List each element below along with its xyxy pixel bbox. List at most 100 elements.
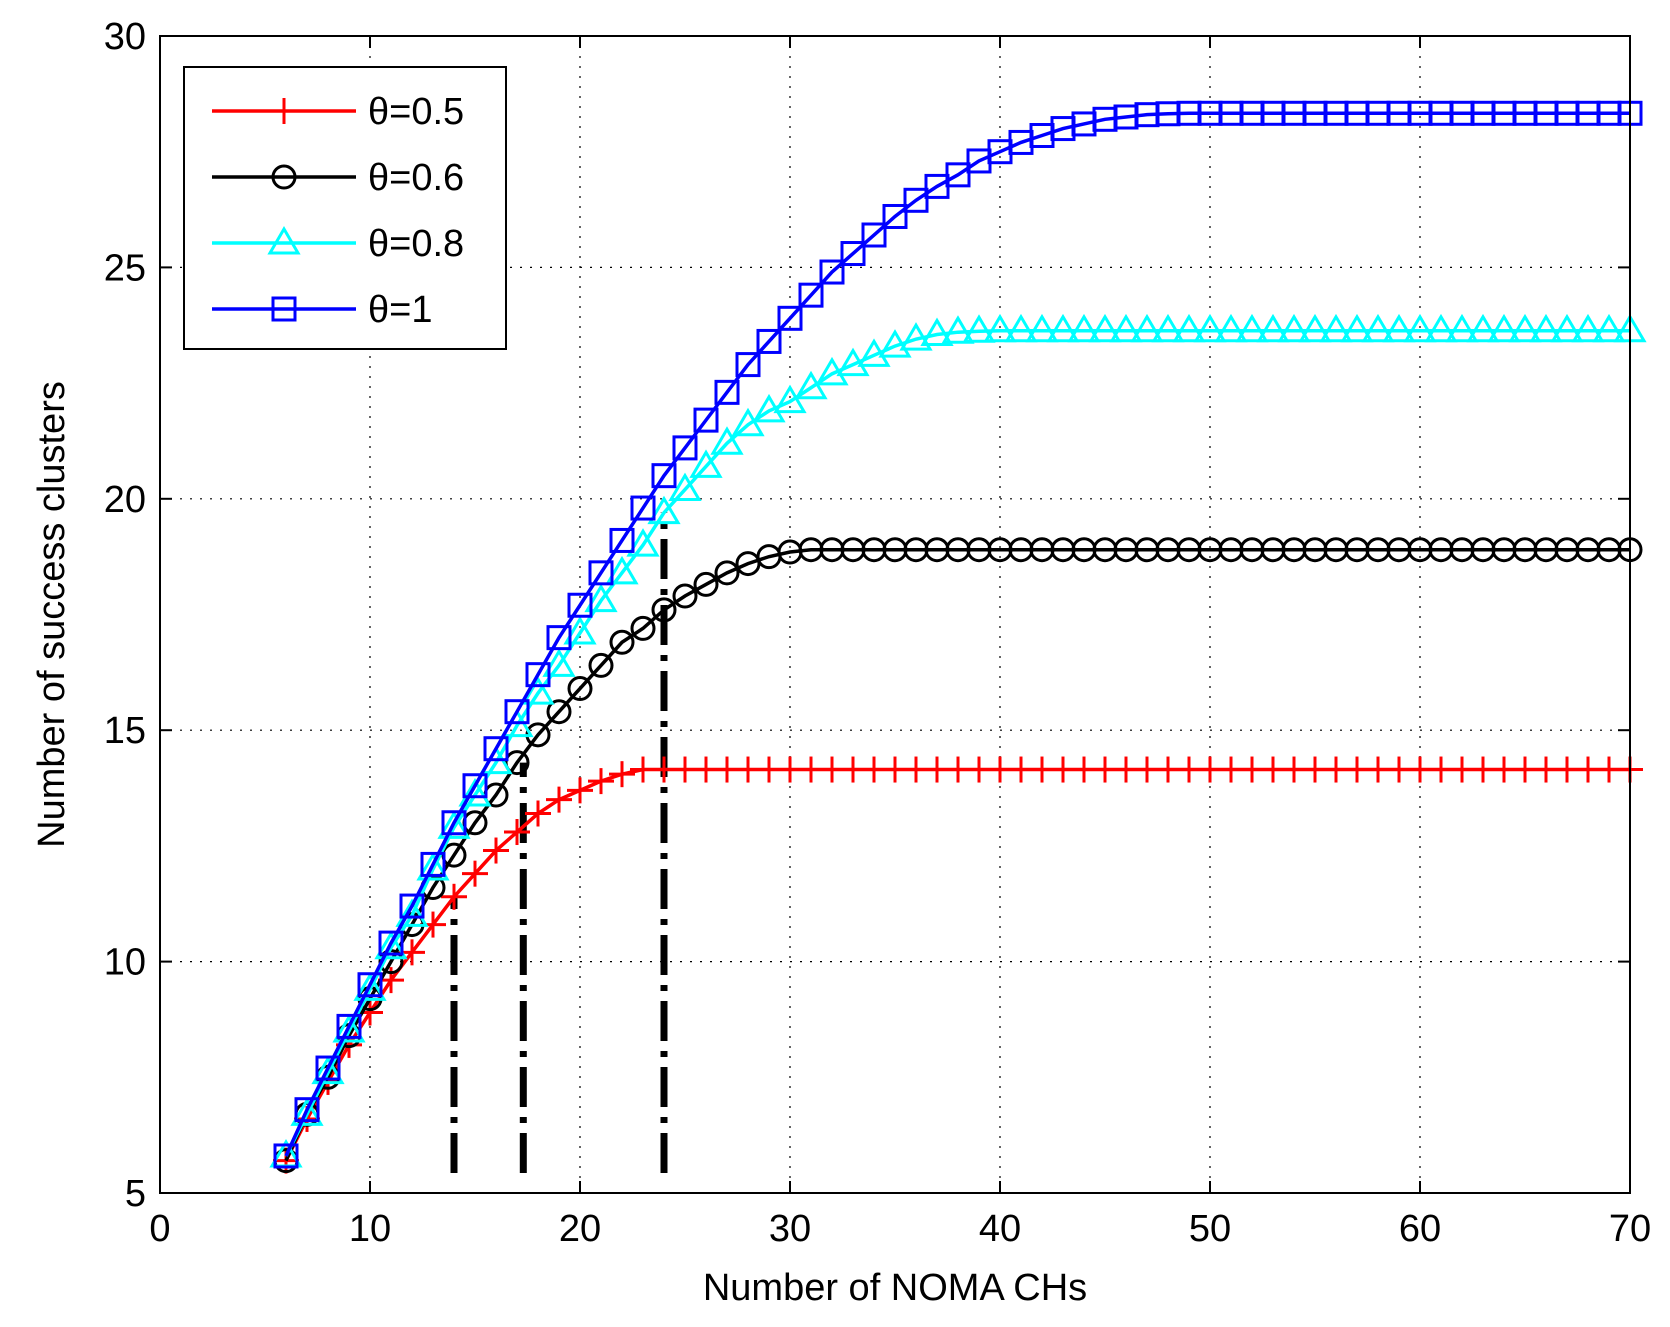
data-point — [861, 222, 887, 248]
data-point — [605, 555, 639, 585]
data-point — [542, 648, 576, 677]
legend-marker — [271, 164, 297, 190]
data-point — [899, 322, 933, 351]
data-point — [1340, 313, 1374, 343]
data-point — [903, 187, 929, 213]
y-axis-label: Number of success clusters — [31, 381, 73, 848]
data-point — [588, 652, 614, 678]
data-point — [399, 893, 425, 919]
data-point — [714, 560, 740, 586]
data-point — [462, 860, 488, 887]
data-point — [1004, 313, 1038, 343]
data-point — [1571, 313, 1605, 343]
data-point — [1424, 313, 1458, 343]
data-point — [567, 676, 593, 702]
data-point — [483, 736, 509, 762]
y-tick-label: 5 — [125, 1173, 146, 1215]
data-point — [920, 317, 954, 347]
data-point — [273, 1143, 299, 1169]
data-point — [521, 676, 555, 705]
data-point — [420, 851, 446, 877]
x-tick-label: 50 — [1189, 1208, 1231, 1250]
data-point — [584, 583, 618, 613]
data-point — [609, 527, 635, 553]
data-point — [840, 241, 866, 267]
data-point — [609, 629, 635, 655]
data-point — [441, 883, 467, 910]
data-point — [630, 495, 656, 521]
data-point — [731, 407, 765, 437]
series-3 — [273, 100, 1643, 1169]
data-point — [1277, 313, 1311, 343]
data-point — [773, 384, 807, 414]
y-tick-label: 20 — [104, 479, 146, 521]
x-tick-label: 0 — [149, 1208, 170, 1250]
data-point — [735, 352, 761, 378]
data-point — [1403, 313, 1437, 343]
data-point — [798, 282, 824, 308]
data-point — [756, 328, 782, 354]
data-point — [1256, 313, 1290, 343]
data-point — [546, 625, 572, 651]
x-tick-label: 30 — [769, 1208, 811, 1250]
legend-label: θ=1 — [368, 289, 432, 331]
data-point — [882, 203, 908, 229]
data-point — [878, 329, 912, 358]
data-point — [336, 1013, 362, 1039]
data-point — [1235, 313, 1269, 343]
data-point — [588, 768, 614, 795]
data-point — [378, 930, 404, 956]
data-point — [315, 1055, 341, 1081]
data-point — [546, 699, 572, 725]
data-point — [357, 972, 383, 998]
plot-area-frame — [159, 35, 1631, 1194]
data-point — [525, 662, 551, 688]
data-point — [1214, 313, 1248, 343]
data-point — [1445, 313, 1479, 343]
legend: θ=0.5 θ=0.6 θ=0.8 θ=1 — [183, 66, 507, 350]
data-point — [437, 810, 471, 839]
data-point — [483, 837, 509, 864]
data-point — [416, 852, 450, 881]
y-tick-label: 10 — [104, 942, 146, 984]
data-point — [1046, 313, 1080, 343]
series-group — [269, 100, 1647, 1174]
data-point — [941, 315, 975, 344]
data-point — [945, 162, 971, 188]
data-point — [1361, 313, 1395, 343]
data-point — [458, 778, 492, 807]
data-point — [462, 773, 488, 799]
data-point — [672, 583, 698, 609]
data-point — [1088, 313, 1122, 343]
data-point — [1109, 313, 1143, 343]
legend-item-2: θ=0.8 — [212, 223, 464, 265]
x-tick-label: 60 — [1399, 1208, 1441, 1250]
data-point — [668, 472, 702, 502]
data-point — [374, 930, 408, 960]
data-point — [290, 1097, 324, 1126]
data-point — [1550, 313, 1584, 343]
data-point — [311, 1055, 345, 1085]
legend-label: θ=0.5 — [368, 91, 464, 133]
data-point — [819, 259, 845, 285]
data-point — [983, 313, 1017, 343]
data-point — [567, 592, 593, 618]
data-point — [1487, 313, 1521, 343]
data-point — [504, 750, 530, 776]
data-point — [1130, 313, 1164, 343]
data-point — [1382, 313, 1416, 343]
data-point — [395, 898, 429, 927]
legend-marker — [271, 98, 297, 124]
data-point — [294, 1097, 320, 1123]
x-tick-label: 40 — [979, 1208, 1021, 1250]
data-point — [710, 426, 744, 455]
data-point — [546, 786, 572, 813]
data-point — [693, 571, 719, 597]
data-point — [630, 615, 656, 641]
data-point — [504, 819, 530, 846]
data-point — [626, 528, 660, 557]
data-point — [962, 314, 996, 343]
data-point — [651, 463, 677, 489]
legend-marker — [267, 226, 301, 255]
